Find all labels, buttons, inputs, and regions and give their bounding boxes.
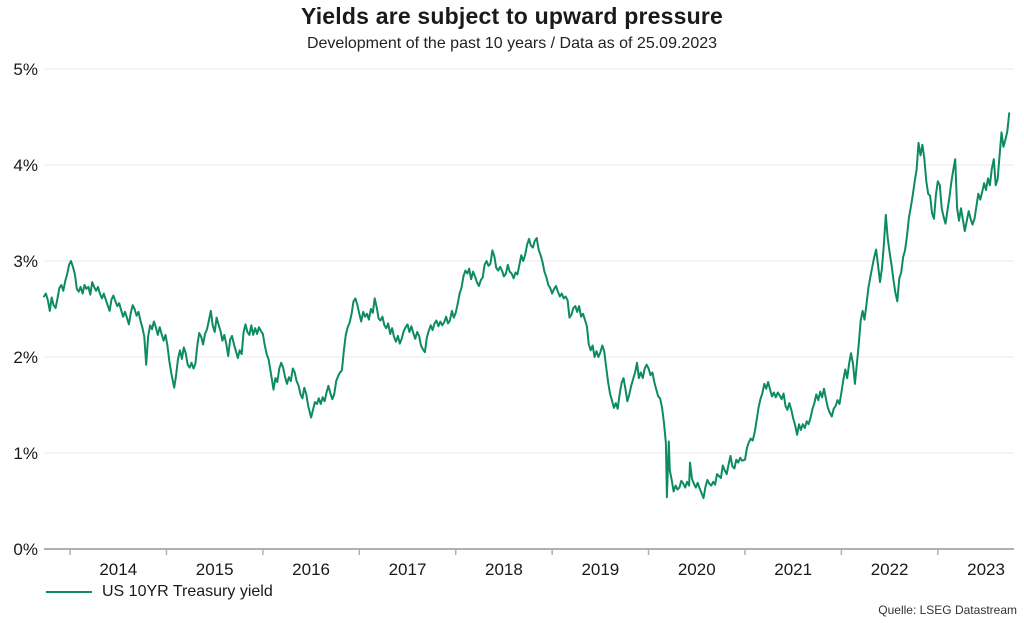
x-axis-tick-label: 2023 bbox=[967, 560, 1005, 579]
source-note: Quelle: LSEG Datastream bbox=[878, 603, 1017, 617]
x-axis-tick-label: 2016 bbox=[292, 560, 330, 579]
y-axis-tick-label: 5% bbox=[13, 60, 38, 79]
y-axis-tick-label: 4% bbox=[13, 156, 38, 175]
x-axis-tick-label: 2018 bbox=[485, 560, 523, 579]
chart-title: Yields are subject to upward pressure bbox=[301, 3, 723, 29]
series-line-swatch bbox=[46, 591, 92, 593]
yield-line-series bbox=[43, 112, 1011, 500]
x-axis-tick-label: 2019 bbox=[581, 560, 619, 579]
x-axis-tick-label: 2020 bbox=[678, 560, 716, 579]
chart-header: Yields are subject to upward pressure De… bbox=[0, 2, 1024, 53]
y-axis-tick-label: 2% bbox=[13, 348, 38, 367]
y-axis-tick-label: 1% bbox=[13, 444, 38, 463]
x-axis-tick-label: 2017 bbox=[389, 560, 427, 579]
y-axis-tick-label: 0% bbox=[13, 540, 38, 559]
series-label: US 10YR Treasury yield bbox=[102, 583, 273, 600]
x-axis-tick-label: 2021 bbox=[774, 560, 812, 579]
x-axis-tick-label: 2014 bbox=[99, 560, 137, 579]
x-axis-tick-label: 2015 bbox=[196, 560, 234, 579]
x-axis-tick-label: 2022 bbox=[871, 560, 909, 579]
y-axis-tick-label: 3% bbox=[13, 252, 38, 271]
chart-subtitle: Development of the past 10 years / Data … bbox=[306, 34, 718, 52]
legend: US 10YR Treasury yield bbox=[46, 583, 273, 601]
